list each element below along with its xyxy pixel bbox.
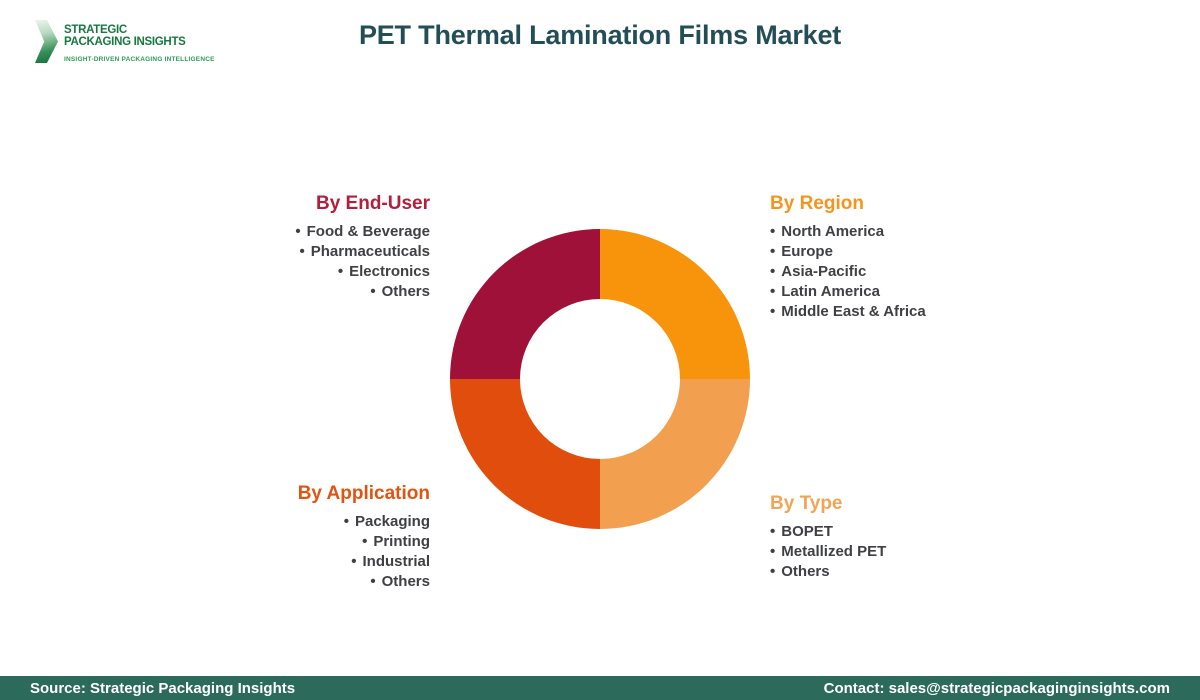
list-item: • Others <box>170 572 430 592</box>
segment-block-end-user: By End-User • Food & Beverage • Pharmaceuti… <box>170 192 430 302</box>
bullet-icon: • <box>770 263 776 280</box>
list-item: • Metallized PET <box>770 542 1030 562</box>
bullet-icon: • <box>770 223 776 240</box>
bullet-icon: • <box>343 513 349 530</box>
brand-tagline: INSIGHT-DRIVEN PACKAGING INTELLIGENCE <box>64 56 215 63</box>
list-item: • Europe <box>770 242 1030 262</box>
list-item-label: Middle East & Africa <box>781 303 926 320</box>
list-item-label: Latin America <box>781 283 880 300</box>
list-item-label: Electronics <box>349 263 430 280</box>
segment-heading-region: By Region <box>770 193 864 214</box>
bullet-icon: • <box>770 563 776 580</box>
page-title: PET Thermal Lamination Films Market <box>358 20 842 50</box>
bullet-icon: • <box>770 283 776 300</box>
footer-source: Source: Strategic Packaging Insights <box>30 679 296 697</box>
list-item: • Others <box>770 562 1030 582</box>
segment-heading-type: By Type <box>770 493 843 514</box>
list-item-label: Industrial <box>362 553 430 570</box>
list-item: • BOPET <box>770 522 1030 542</box>
list-item-label: Pharmaceuticals <box>310 243 430 260</box>
bullet-icon: • <box>770 243 776 260</box>
list-item-label: North America <box>781 223 885 240</box>
list-item-label: Metallized PET <box>781 543 887 560</box>
list-item-label: Asia-Pacific <box>781 263 867 280</box>
list-item: • Printing <box>170 532 430 552</box>
bullet-icon: • <box>770 523 776 540</box>
list-item: • Pharmaceuticals <box>170 242 431 262</box>
donut-segment-enduser <box>450 229 600 379</box>
segment-list-type: • BOPET • Metallized PET • Others <box>770 522 1030 582</box>
segment-block-type: By Type • BOPET • Metallized PET • Others <box>770 492 1030 582</box>
footer-bar: Source: Strategic Packaging Insights Con… <box>0 676 1200 700</box>
list-item-label: Food & Beverage <box>306 223 430 240</box>
list-item: • Packaging <box>170 512 430 532</box>
donut-segment-application <box>450 379 600 529</box>
list-item: • Food & Beverage <box>170 222 430 242</box>
bullet-icon: • <box>370 283 376 300</box>
bullet-icon: • <box>370 573 376 590</box>
list-item: • North America <box>770 222 1030 242</box>
donut-chart <box>450 229 750 529</box>
segment-block-application: By Application • Packaging • Printing • Indus… <box>170 482 430 592</box>
bullet-icon: • <box>770 543 776 560</box>
donut-segment-region <box>600 229 750 379</box>
footer-contact: Contact: sales@strategicpackaginginsight… <box>823 679 1170 697</box>
list-item-label: Others <box>781 563 830 580</box>
list-item: • Asia-Pacific <box>770 262 1030 282</box>
segment-list-region: • North America • Europe • Asia-Pacific • Latin… <box>770 222 1030 322</box>
list-item: • Middle East & Africa <box>770 302 1030 322</box>
brand-name-line1: STRATEGIC <box>64 24 127 36</box>
brand-text: STRATEGIC PACKAGING INSIGHTS INSIGHT-DRI… <box>64 20 215 63</box>
brand-logo: STRATEGIC PACKAGING INSIGHTS INSIGHT-DRI… <box>35 20 215 63</box>
list-item-label: Others <box>381 283 430 300</box>
bullet-icon: • <box>351 553 357 570</box>
list-item-label: Others <box>381 573 430 590</box>
list-item-label: Packaging <box>354 513 430 530</box>
list-item: • Others <box>170 282 430 302</box>
bullet-icon: • <box>299 243 305 260</box>
bullet-icon: • <box>770 303 776 320</box>
segment-list-application: • Packaging • Printing • Industrial • Others <box>170 512 430 592</box>
bullet-icon: • <box>295 223 301 240</box>
list-item-label: Printing <box>373 533 430 550</box>
segment-list-end-user: • Food & Beverage • Pharmaceuticals • Electro… <box>170 222 430 302</box>
list-item-label: BOPET <box>781 523 833 540</box>
list-item: • Electronics <box>170 262 430 282</box>
list-item: • Latin America <box>770 282 1030 302</box>
donut-segment-type <box>600 379 750 529</box>
list-item-label: Europe <box>781 243 833 260</box>
segment-heading-application: By Application <box>297 483 430 504</box>
segment-block-region: By Region • North America • Europe • Asia-Pac… <box>770 192 1030 322</box>
brand-name-line2: PACKAGING INSIGHTS <box>64 36 186 48</box>
bullet-icon: • <box>362 533 368 550</box>
segment-heading-end-user: By End-User <box>315 193 430 214</box>
chevron-arrow-icon <box>35 20 58 63</box>
bullet-icon: • <box>337 263 344 280</box>
list-item: • Industrial <box>170 552 430 572</box>
